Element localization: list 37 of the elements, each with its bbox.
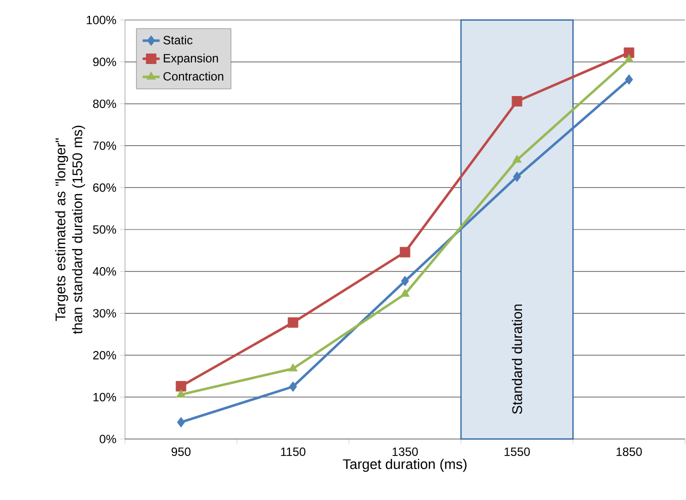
point [512, 96, 522, 107]
point [624, 47, 634, 58]
point [625, 74, 633, 85]
x-tick-label: 950 [172, 448, 191, 456]
y-tick-label: 20% [93, 350, 116, 360]
point [176, 389, 186, 398]
x-tick-label: 1550 [504, 448, 530, 456]
y-tick-label: 100% [86, 16, 116, 24]
legend-label: Static [163, 36, 192, 44]
y-axis-title: Targets estimated as "longer" than standard duration (1550 ms) [55, 126, 86, 334]
point [512, 154, 522, 163]
y-tick-label: 50% [93, 225, 116, 234]
y-tick-label: 90% [93, 58, 116, 66]
legend-label: Expansion [164, 54, 218, 65]
point [400, 288, 410, 297]
point [513, 171, 521, 182]
x-tick-label: 1350 [392, 448, 418, 456]
y-tick-label: 80% [93, 100, 116, 108]
point [288, 363, 298, 372]
x-tick-label: 1850 [616, 448, 642, 456]
point [401, 276, 409, 286]
x-tick-label: 1150 [281, 448, 306, 456]
point [288, 317, 298, 328]
y-tick-label: 70% [93, 141, 116, 150]
y-tick-label: 0% [100, 434, 116, 444]
point [400, 246, 410, 258]
point [176, 380, 186, 392]
x-axis-title: Target duration (ms) [342, 458, 467, 472]
band-label: Standard duration [512, 304, 522, 414]
y-tick-label: 10% [93, 392, 116, 402]
point [289, 381, 297, 392]
y-tick-label: 60% [93, 183, 116, 192]
y-tick-label: 40% [92, 267, 116, 276]
legend-label: Contraction [163, 72, 224, 81]
point [177, 417, 185, 428]
point [624, 54, 634, 62]
y-tick-label: 30% [93, 309, 116, 318]
